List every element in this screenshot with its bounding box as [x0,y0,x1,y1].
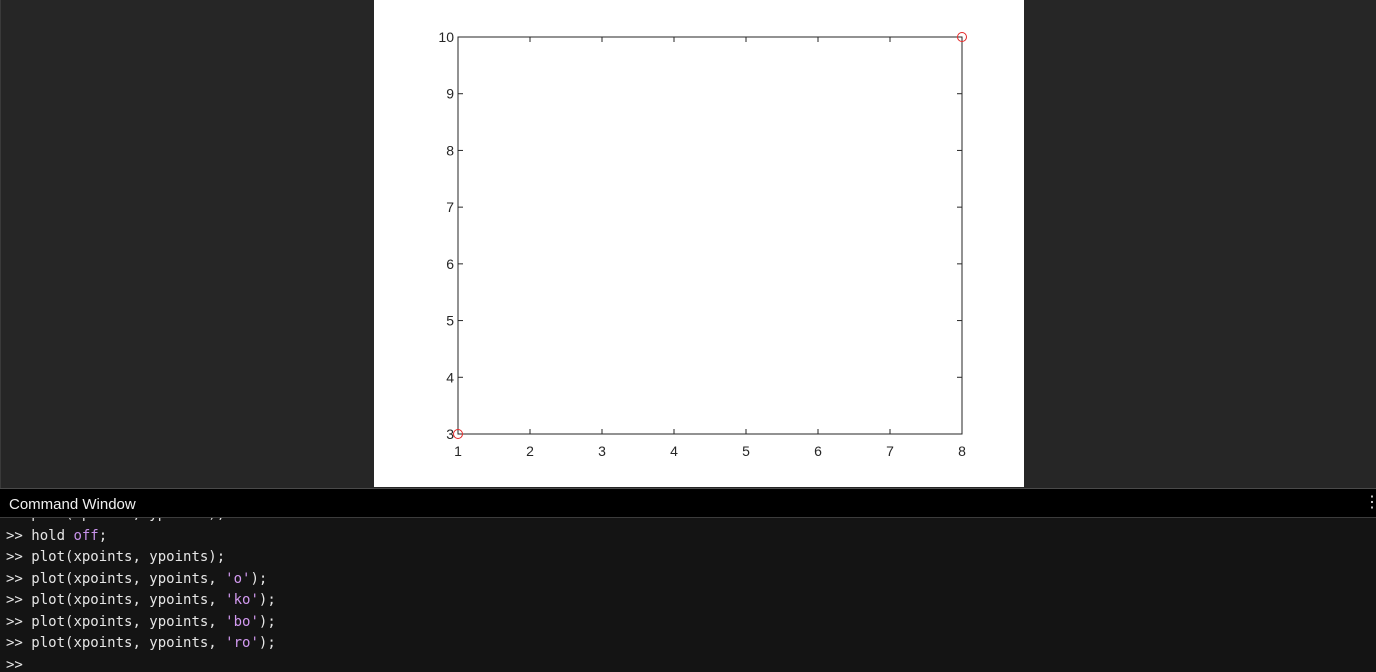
x-tick-label: 7 [886,443,894,459]
command-window-header: Command Window ⋮ [0,489,1376,518]
y-tick-label: 9 [446,86,454,102]
command-line: >> plot(xpoints, ypoints); [6,547,225,568]
command-code-rest: ); [250,570,268,587]
command-line: >> plot(xpoints, ypoints); [6,518,225,525]
command-prompt: >> [6,549,32,565]
command-string: 'bo' [225,613,259,630]
command-code: plot(xpoints, ypoints); [31,549,226,565]
x-tick-label: 2 [526,443,534,459]
command-code: plot(xpoints, ypoints, [31,635,226,651]
command-string: 'ro' [225,635,259,651]
y-tick-label: 7 [446,199,454,215]
y-tick-label: 3 [446,426,454,442]
command-prompt: >> [6,570,32,587]
command-code: plot(xpoints, ypoints); [31,518,225,522]
command-code: plot(xpoints, ypoints, [31,613,226,630]
command-code: plot(xpoints, ypoints, [31,570,226,587]
command-keyword: off [73,527,99,544]
command-code-rest: ); [258,613,276,630]
command-window-title: Command Window [9,496,136,513]
command-prompt: >> [6,527,32,544]
command-code: hold [31,527,74,544]
command-line[interactable]: >> [6,655,31,672]
x-tick-label: 3 [598,443,606,459]
y-tick-label: 5 [446,313,454,329]
command-line: >> plot(xpoints, ypoints, 'o'); [6,569,267,590]
command-code-rest: ); [258,592,276,608]
command-code-rest: ; [98,527,108,544]
data-point-marker[interactable] [453,429,463,439]
command-prompt: >> [6,656,32,672]
command-code-rest: ); [258,635,276,651]
y-tick-label: 6 [446,256,454,272]
x-tick-label: 8 [958,443,966,459]
axes-box [457,36,963,435]
figure-area: 1 2 3 4 5 6 7 8 3 4 5 6 7 8 9 10 [0,0,1024,488]
x-tick-label: 1 [454,443,462,459]
command-line: >> plot(xpoints, ypoints, 'ro'); [6,633,276,654]
command-prompt: >> [6,592,32,608]
plot-axes[interactable]: 1 2 3 4 5 6 7 8 3 4 5 6 7 8 9 10 [374,0,1024,487]
x-tick-label: 4 [670,443,678,459]
command-string: 'ko' [225,592,259,608]
command-prompt: >> [6,613,32,630]
y-tick-label: 10 [438,29,454,45]
command-line: >> plot(xpoints, ypoints, 'bo'); [6,612,276,633]
command-line: >> plot(xpoints, ypoints, 'ko'); [6,590,276,611]
command-prompt: >> [6,635,32,651]
data-point-marker[interactable] [957,32,967,42]
x-tick-label: 6 [814,443,822,459]
x-tick-label: 5 [742,443,750,459]
command-window[interactable]: Command Window ⋮ >> plot(xpoints, ypoint… [0,488,1376,672]
command-window-body[interactable]: >> plot(xpoints, ypoints);>> hold off;>>… [0,518,1376,672]
command-code: plot(xpoints, ypoints, [31,592,226,608]
command-string: 'o' [225,570,251,587]
y-tick-label: 4 [446,369,454,385]
y-tick-label: 8 [446,142,454,158]
vertical-ellipsis-icon[interactable]: ⋮ [1364,494,1376,511]
command-prompt: >> [6,518,31,522]
figure-canvas[interactable]: 1 2 3 4 5 6 7 8 3 4 5 6 7 8 9 10 [374,0,1024,487]
command-line: >> hold off; [6,526,107,547]
